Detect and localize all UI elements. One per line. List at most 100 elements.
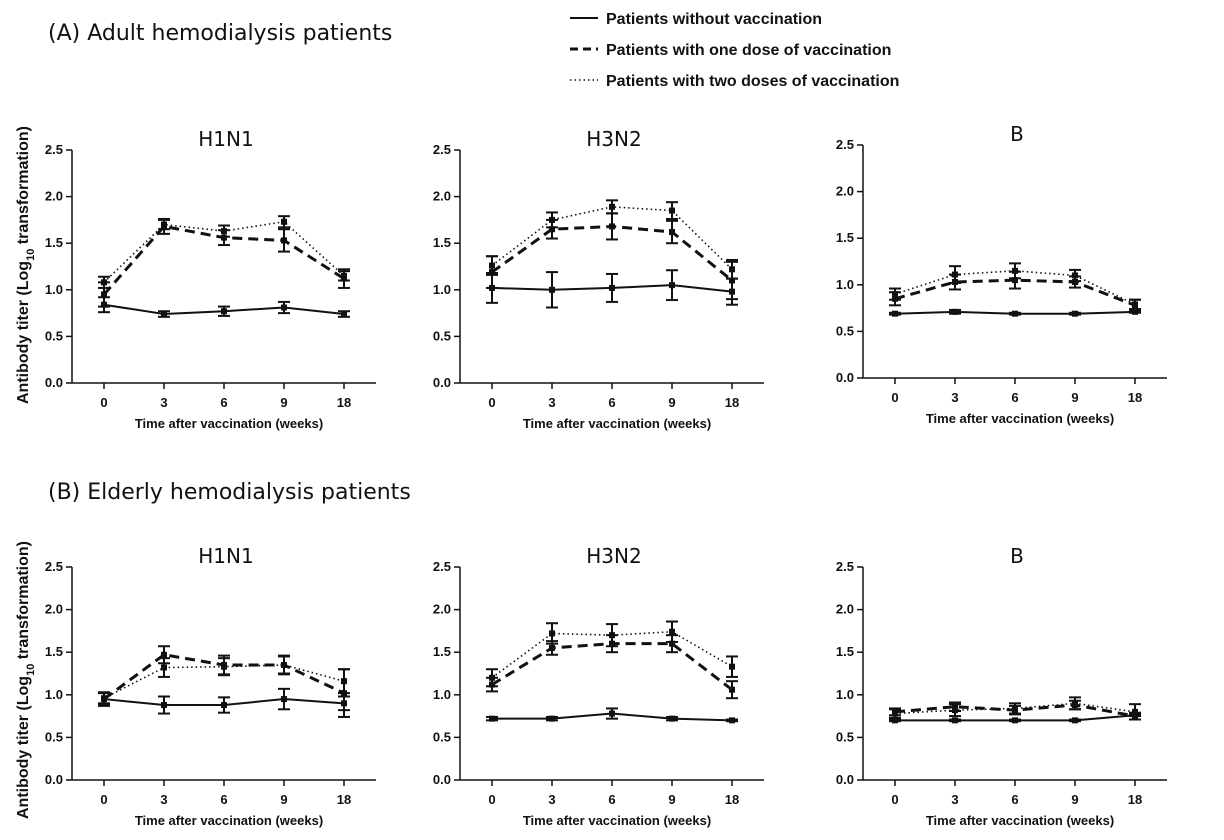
data-point bbox=[1012, 277, 1018, 284]
data-point bbox=[489, 674, 495, 681]
data-point bbox=[161, 311, 167, 318]
data-point bbox=[609, 203, 615, 210]
subplot-title: H1N1 bbox=[198, 127, 253, 151]
chart-panel-a-b: 0.0 0.5 1.0 1.5 2.0 2.5 0 3 6 9 18 Time after vacci… bbox=[836, 122, 1167, 426]
x-tick-label: 0 bbox=[488, 395, 495, 410]
data-point bbox=[892, 291, 898, 298]
data-point bbox=[669, 640, 675, 647]
data-point bbox=[489, 262, 495, 269]
data-point bbox=[729, 277, 735, 284]
y-tick-label: 1.5 bbox=[836, 644, 854, 659]
data-point bbox=[952, 271, 958, 278]
x-tick-label: 3 bbox=[548, 792, 555, 807]
y-tick-label: 2.0 bbox=[836, 184, 854, 199]
y-tick-label: 0.0 bbox=[836, 370, 854, 385]
data-point bbox=[1132, 708, 1138, 715]
y-tick-label: 2.5 bbox=[45, 559, 63, 574]
data-point bbox=[952, 308, 958, 315]
y-axis-label-b: Antibody titer (Log10 transformation) bbox=[15, 541, 37, 819]
data-point bbox=[669, 207, 675, 214]
x-tick-label: 0 bbox=[891, 390, 898, 405]
y-tick-label: 1.0 bbox=[836, 277, 854, 292]
section-a-title: (A) Adult hemodialysis patients bbox=[48, 21, 392, 46]
data-point bbox=[669, 229, 675, 236]
y-tick-label: 2.0 bbox=[45, 602, 63, 617]
data-point bbox=[161, 664, 167, 671]
legend-label-solid: Patients without vaccination bbox=[606, 11, 822, 28]
legend-label-dotted: Patients with two doses of vaccination bbox=[606, 73, 899, 90]
data-point bbox=[101, 291, 107, 298]
data-point bbox=[101, 695, 107, 702]
y-tick-label: 1.5 bbox=[45, 644, 63, 659]
data-point bbox=[221, 308, 227, 315]
x-axis-label: Time after vaccination (weeks) bbox=[135, 813, 323, 828]
y-tick-label: 0.5 bbox=[433, 729, 451, 744]
y-tick-label: 1.5 bbox=[433, 644, 451, 659]
x-tick-label: 9 bbox=[668, 792, 675, 807]
x-tick-label: 0 bbox=[488, 792, 495, 807]
y-tick-label: 2.5 bbox=[433, 559, 451, 574]
x-tick-label: 3 bbox=[160, 792, 167, 807]
series-line-dotted bbox=[491, 206, 733, 270]
x-tick-label: 6 bbox=[220, 395, 227, 410]
data-point bbox=[221, 663, 227, 670]
data-point bbox=[729, 686, 735, 693]
x-tick-label: 6 bbox=[608, 792, 615, 807]
data-point bbox=[892, 310, 898, 317]
x-axis-label: Time after vaccination (weeks) bbox=[523, 416, 711, 431]
x-tick-label: 0 bbox=[100, 395, 107, 410]
data-point bbox=[729, 266, 735, 273]
data-point bbox=[1072, 700, 1078, 707]
x-tick-label: 18 bbox=[725, 395, 739, 410]
data-point bbox=[1012, 267, 1018, 274]
y-tick-label: 2.5 bbox=[433, 142, 451, 157]
y-tick-label: 1.0 bbox=[836, 687, 854, 702]
x-tick-label: 18 bbox=[337, 395, 351, 410]
series-line-dashed bbox=[894, 278, 1136, 307]
data-point bbox=[549, 286, 555, 293]
x-tick-label: 3 bbox=[951, 390, 958, 405]
x-tick-label: 9 bbox=[280, 395, 287, 410]
y-tick-label: 0.0 bbox=[433, 375, 451, 390]
x-tick-label: 18 bbox=[337, 792, 351, 807]
y-tick-label: 0.0 bbox=[836, 772, 854, 787]
data-point bbox=[892, 710, 898, 717]
y-tick-label: 0.5 bbox=[45, 328, 63, 343]
legend: Patients without vaccination Patients wi… bbox=[570, 11, 899, 90]
data-point bbox=[729, 717, 735, 724]
chart-panel-a-h1n1: 0.0 0.5 1.0 1.5 2.0 2.5 0 3 6 9 18 Time after vacci… bbox=[45, 127, 376, 431]
y-tick-label: 2.0 bbox=[45, 189, 63, 204]
x-tick-label: 0 bbox=[891, 792, 898, 807]
chart-panel-a-h3n2: 0.0 0.5 1.0 1.5 2.0 2.5 0 3 6 9 18 Time after vacci… bbox=[433, 127, 764, 431]
y-tick-label: 2.0 bbox=[836, 602, 854, 617]
data-point bbox=[281, 218, 287, 225]
data-point bbox=[101, 279, 107, 286]
y-tick-label: 1.5 bbox=[836, 230, 854, 245]
data-point bbox=[952, 717, 958, 724]
y-tick-label: 2.0 bbox=[433, 602, 451, 617]
y-tick-label: 0.0 bbox=[45, 772, 63, 787]
x-tick-label: 6 bbox=[608, 395, 615, 410]
data-point bbox=[609, 284, 615, 291]
x-tick-label: 6 bbox=[1011, 390, 1018, 405]
legend-label-dashed: Patients with one dose of vaccination bbox=[606, 42, 891, 59]
data-point bbox=[281, 304, 287, 311]
data-point bbox=[1072, 272, 1078, 279]
y-tick-label: 2.5 bbox=[45, 142, 63, 157]
y-tick-label: 0.5 bbox=[836, 729, 854, 744]
x-tick-label: 9 bbox=[1071, 792, 1078, 807]
data-point bbox=[669, 282, 675, 289]
data-point bbox=[1072, 310, 1078, 317]
y-tick-label: 0.0 bbox=[433, 772, 451, 787]
data-point bbox=[549, 216, 555, 223]
data-point bbox=[489, 715, 495, 722]
x-tick-label: 9 bbox=[280, 792, 287, 807]
data-point bbox=[1072, 717, 1078, 724]
data-point bbox=[729, 663, 735, 670]
y-tick-label: 2.5 bbox=[836, 559, 854, 574]
x-axis-label: Time after vaccination (weeks) bbox=[926, 813, 1114, 828]
chart-panel-b-b: 0.0 0.5 1.0 1.5 2.0 2.5 0 3 6 9 18 Time after vacci… bbox=[836, 544, 1167, 828]
x-tick-label: 3 bbox=[951, 792, 958, 807]
x-axis-label: Time after vaccination (weeks) bbox=[523, 813, 711, 828]
data-point bbox=[549, 715, 555, 722]
